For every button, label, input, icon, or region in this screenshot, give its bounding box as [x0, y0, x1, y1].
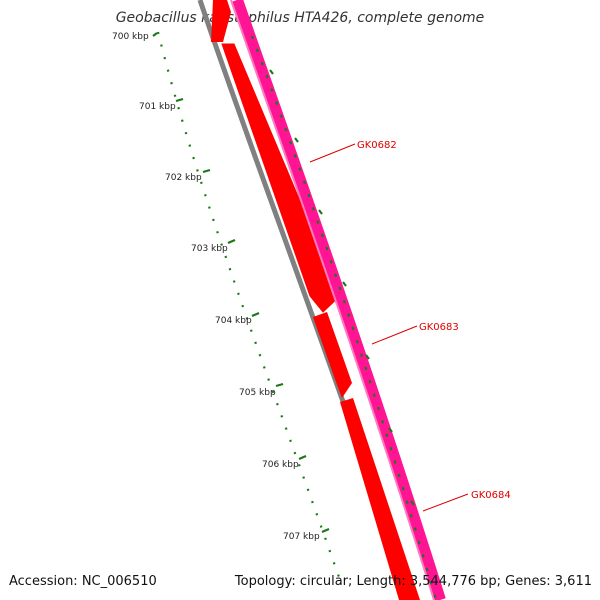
tick-label: 705 kbp: [239, 388, 276, 398]
tick-label: 701 kbp: [139, 102, 176, 112]
cds-track: [211, 0, 420, 600]
accession-text: Accession: NC_006510: [9, 574, 157, 589]
tick-label: 703 kbp: [191, 244, 228, 254]
cds-gene-gk0682: [211, 0, 231, 42]
gene-leader-lines: [309, 143, 469, 512]
tick-label: 704 kbp: [215, 316, 252, 326]
cds-gene-gk0682-body: [221, 43, 341, 313]
kbp-labels: 700 kbp 701 kbp 702 kbp 703 kbp 704 kbp …: [112, 32, 320, 542]
outer-major-ticks: [269, 69, 415, 506]
genome-summary-text: Topology: circular; Length: 3,544,776 bp…: [234, 574, 592, 589]
gene-label: GK0683: [419, 322, 459, 333]
tick-label: 707 kbp: [283, 532, 320, 542]
tick-label: 700 kbp: [112, 32, 149, 42]
cds-gene-gk0684: [340, 398, 420, 600]
outer-feature-highlight: [230, 0, 435, 600]
inner-major-ticks: [152, 32, 330, 534]
tick-label: 706 kbp: [262, 460, 299, 470]
outer-tick-dots: [250, 35, 438, 600]
outer-feature-track: [231, 0, 446, 600]
gene-labels: GK0682 GK0683 GK0684: [357, 140, 511, 501]
tick-label: 702 kbp: [165, 173, 202, 183]
inner-tick-dots: [156, 31, 342, 581]
cds-gene-gk0683: [313, 312, 352, 398]
gene-label: GK0682: [357, 140, 397, 151]
gene-label: GK0684: [471, 490, 511, 501]
